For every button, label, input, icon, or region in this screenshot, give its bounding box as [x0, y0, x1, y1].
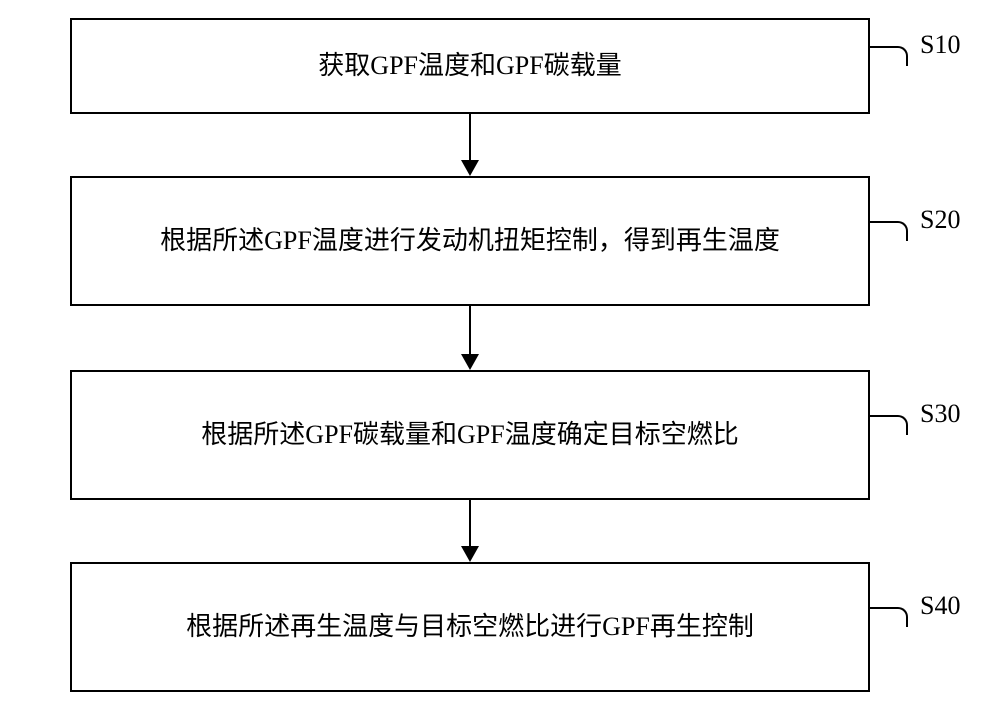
label-connector-s40	[870, 607, 908, 627]
step-text-s20: 根据所述GPF温度进行发动机扭矩控制，得到再生温度	[150, 224, 790, 258]
label-connector-s10	[870, 46, 908, 66]
step-s30: 根据所述GPF碳载量和GPF温度确定目标空燃比	[70, 370, 870, 500]
step-s20: 根据所述GPF温度进行发动机扭矩控制，得到再生温度	[70, 176, 870, 306]
step-s10: 获取GPF温度和GPF碳载量	[70, 18, 870, 114]
label-connector-s30	[870, 415, 908, 435]
flowchart-canvas: 获取GPF温度和GPF碳载量 S10 根据所述GPF温度进行发动机扭矩控制，得到再生…	[0, 0, 1000, 707]
step-label-s40: S40	[920, 591, 960, 621]
arrow-line-s20-s30	[469, 306, 471, 354]
arrow-head-s20-s30	[461, 354, 479, 370]
label-connector-s20	[870, 221, 908, 241]
step-text-s40: 根据所述再生温度与目标空燃比进行GPF再生控制	[176, 610, 764, 644]
step-label-s20: S20	[920, 205, 960, 235]
step-s40: 根据所述再生温度与目标空燃比进行GPF再生控制	[70, 562, 870, 692]
arrow-line-s30-s40	[469, 500, 471, 546]
step-text-s30: 根据所述GPF碳载量和GPF温度确定目标空燃比	[191, 418, 748, 452]
arrow-line-s10-s20	[469, 114, 471, 160]
arrow-head-s10-s20	[461, 160, 479, 176]
step-text-s10: 获取GPF温度和GPF碳载量	[308, 49, 631, 83]
step-label-s10: S10	[920, 30, 960, 60]
arrow-head-s30-s40	[461, 546, 479, 562]
step-label-s30: S30	[920, 399, 960, 429]
